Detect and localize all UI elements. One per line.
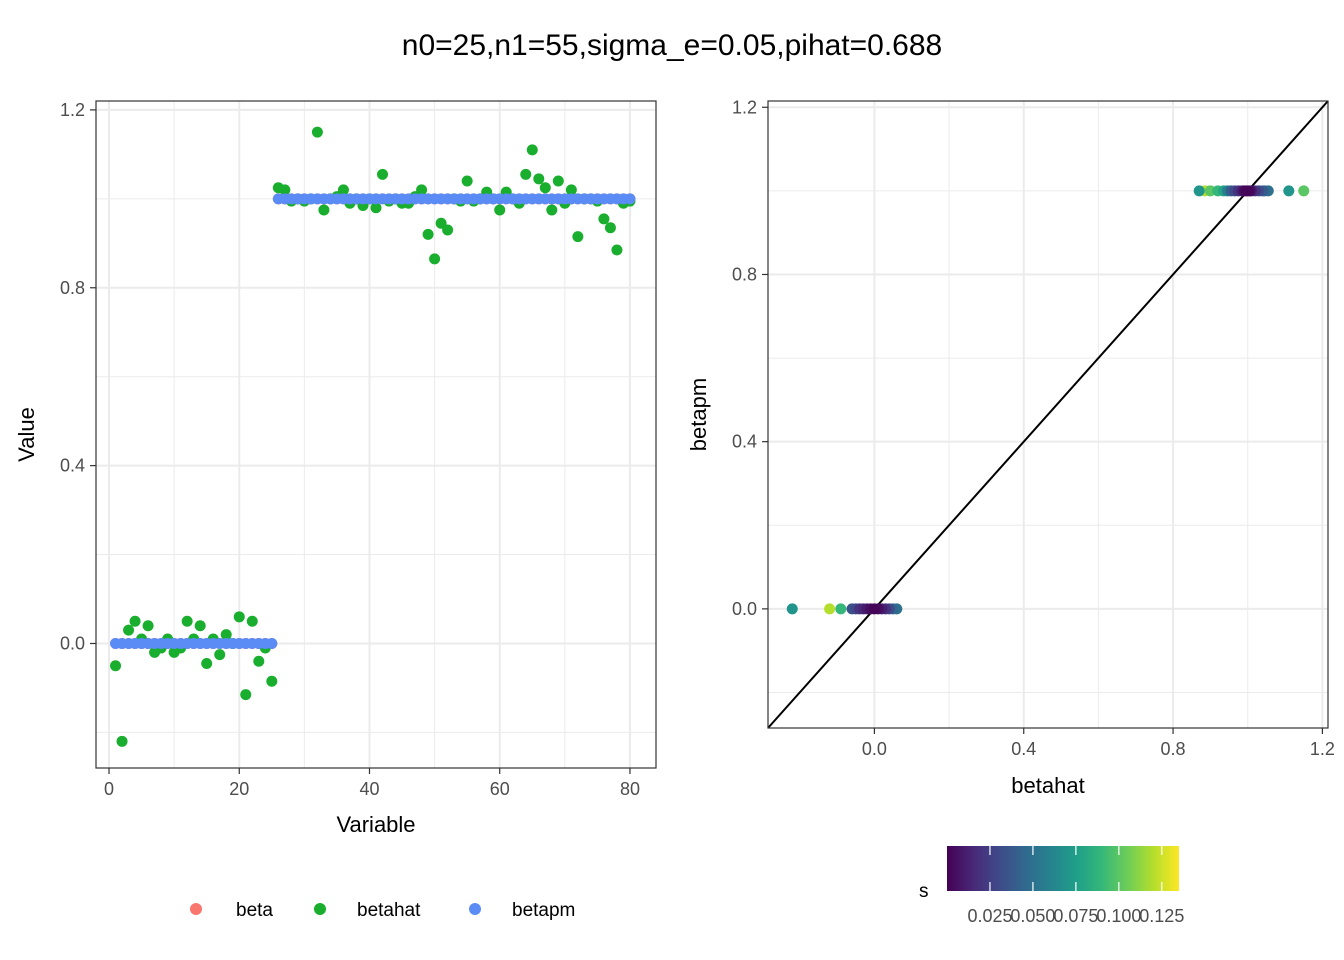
right-panel: 0.0 0.4 0.8 1.2 0.0 0.4 0.8 1.2 betahat betapm — [686, 97, 1335, 798]
point-betahat — [494, 204, 506, 216]
right-y-ticks: 0.0 0.4 0.8 1.2 — [732, 97, 768, 619]
left-x-ticks: 0 20 40 60 80 — [104, 768, 640, 799]
legend-label-betahat: betahat — [357, 900, 421, 921]
right-x-tick-label: 0.8 — [1161, 739, 1186, 759]
point-betahat — [220, 629, 232, 641]
point-betahat — [461, 175, 473, 187]
point-betahat — [598, 213, 610, 225]
left-y-tick-label: 0.8 — [60, 278, 85, 298]
left-y-axis-label: Value — [14, 407, 39, 462]
point-betahat — [377, 168, 389, 180]
legend: beta betahat betapm — [190, 900, 575, 921]
point-betahat — [520, 168, 532, 180]
legend-label-beta: beta — [236, 900, 273, 921]
left-x-tick-label: 0 — [104, 779, 114, 799]
point-betapm — [624, 193, 636, 205]
point-betahat — [311, 126, 323, 138]
right-y-tick-label: 0.4 — [732, 432, 757, 452]
point-betahat — [123, 624, 135, 636]
point-betahat — [572, 231, 584, 243]
point-betahat-vs-betapm — [835, 603, 847, 615]
right-points — [786, 185, 1310, 615]
left-panel: 0 20 40 60 80 0.0 0.4 0.8 1.2 Variable Value — [14, 100, 657, 837]
left-y-tick-label: 0.4 — [60, 456, 85, 476]
point-betahat-vs-betapm — [1193, 185, 1205, 197]
point-betahat — [604, 222, 616, 234]
point-betahat — [422, 228, 434, 240]
point-betahat — [253, 655, 265, 667]
legend-key-betapm — [469, 903, 481, 915]
point-betahat — [110, 660, 122, 672]
colorbar-tick-label: 0.050 — [1010, 906, 1055, 926]
point-betahat — [526, 144, 538, 156]
colorbar-gradient — [947, 846, 1179, 891]
right-y-tick-label: 1.2 — [732, 97, 757, 117]
point-betahat — [337, 184, 349, 196]
point-betahat-vs-betapm — [1283, 185, 1295, 197]
colorbar-tick-label: 0.125 — [1139, 906, 1184, 926]
point-betahat-vs-betapm — [868, 603, 880, 615]
point-betahat — [194, 620, 206, 632]
right-y-tick-label: 0.0 — [732, 599, 757, 619]
left-x-axis-label: Variable — [336, 812, 415, 837]
point-betahat — [370, 202, 382, 214]
right-y-axis-label: betapm — [686, 378, 711, 451]
point-betahat — [266, 675, 278, 687]
left-x-tick-label: 40 — [359, 779, 379, 799]
point-betapm — [266, 637, 278, 649]
point-betahat — [539, 182, 551, 194]
point-betahat — [318, 204, 330, 216]
point-betahat — [279, 184, 291, 196]
colorbar-tick-label: 0.025 — [967, 906, 1012, 926]
left-x-tick-label: 60 — [490, 779, 510, 799]
legend-key-betahat — [314, 903, 326, 915]
identity-line — [767, 100, 1329, 729]
point-betahat-vs-betapm — [1298, 185, 1310, 197]
right-x-axis-label: betahat — [1011, 773, 1084, 798]
point-betahat — [442, 224, 454, 236]
point-betahat-vs-betapm — [1242, 185, 1254, 197]
figure-title: n0=25,n1=55,sigma_e=0.05,pihat=0.688 — [402, 29, 942, 62]
left-y-tick-label: 1.2 — [60, 100, 85, 120]
left-y-ticks: 0.0 0.4 0.8 1.2 — [60, 100, 96, 653]
point-betahat-vs-betapm — [824, 603, 836, 615]
left-points — [110, 126, 636, 747]
point-betahat — [233, 611, 245, 623]
point-betahat — [546, 204, 558, 216]
point-betahat — [533, 173, 545, 185]
point-betahat-vs-betapm — [786, 603, 798, 615]
right-x-tick-label: 1.2 — [1310, 739, 1335, 759]
point-betahat — [181, 615, 193, 627]
point-betahat — [246, 615, 258, 627]
right-x-ticks: 0.0 0.4 0.8 1.2 — [862, 728, 1335, 759]
point-betahat — [429, 253, 441, 265]
right-x-tick-label: 0.0 — [862, 739, 887, 759]
colorbar-title: s — [919, 881, 929, 902]
legend-label-betapm: betapm — [512, 900, 575, 921]
left-x-tick-label: 80 — [620, 779, 640, 799]
left-x-tick-label: 20 — [229, 779, 249, 799]
point-betahat — [611, 244, 623, 256]
point-betahat — [116, 735, 128, 747]
left-gridlines — [96, 101, 656, 768]
colorbar-tick-label: 0.075 — [1053, 906, 1098, 926]
point-betahat — [214, 649, 226, 661]
point-betahat — [142, 620, 154, 632]
point-betahat — [240, 689, 252, 701]
point-betahat — [201, 658, 213, 670]
left-y-tick-label: 0.0 — [60, 633, 85, 653]
point-betahat — [416, 184, 428, 196]
left-panel-border — [95, 100, 657, 769]
right-y-tick-label: 0.8 — [732, 264, 757, 284]
point-betahat — [129, 615, 141, 627]
right-x-tick-label: 0.4 — [1011, 739, 1036, 759]
point-betahat — [552, 175, 564, 187]
legend-key-beta — [190, 903, 202, 915]
colorbar-tick-label: 0.100 — [1096, 906, 1141, 926]
point-betahat — [565, 184, 577, 196]
right-panel-border — [767, 100, 1329, 729]
